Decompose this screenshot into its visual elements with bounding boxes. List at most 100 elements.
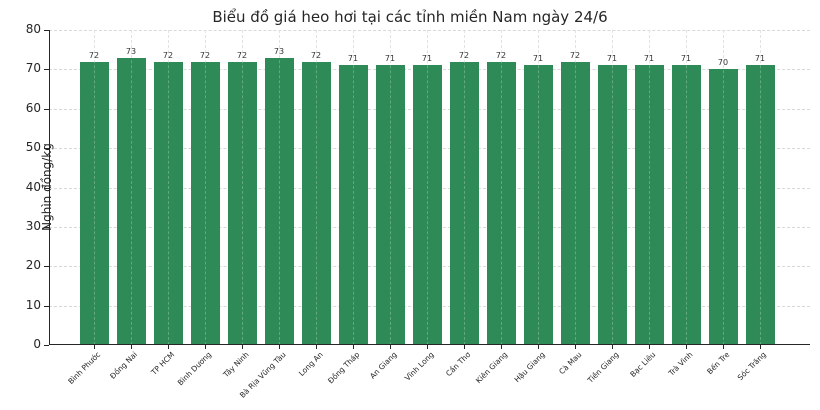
x-tick (575, 345, 576, 349)
bar-value-label: 71 (532, 54, 544, 64)
gridline-vertical (390, 30, 391, 345)
x-tick (464, 345, 465, 349)
chart-title: Biểu đồ giá heo hơi tại các tỉnh miền Na… (212, 8, 608, 26)
gridline-vertical (94, 30, 95, 345)
bar (79, 61, 109, 345)
gridline-vertical (723, 30, 724, 345)
x-tick (168, 345, 169, 349)
x-tick (427, 345, 428, 349)
x-tick-label: Cần Thơ (444, 350, 473, 379)
x-tick-label: Đồng Nai (108, 350, 139, 381)
bar (449, 61, 479, 345)
gridline-vertical (168, 30, 169, 345)
x-tick-label: Bạc Liêu (628, 350, 658, 379)
x-tick-label: Đồng Tháp (326, 350, 362, 386)
x-tick (316, 345, 317, 349)
gridline-vertical (242, 30, 243, 345)
x-tick-label: Tây Ninh (221, 350, 251, 380)
x-tick (94, 345, 95, 349)
bar (227, 61, 257, 345)
bar-value-label: 71 (643, 54, 655, 64)
gridline-vertical (686, 30, 687, 345)
x-tick-label: Hậu Giang (512, 350, 547, 385)
x-tick (279, 345, 280, 349)
x-tick-label: An Giang (368, 350, 399, 381)
bar (412, 65, 442, 345)
bar (560, 61, 590, 345)
bar-value-label: 72 (310, 50, 322, 60)
x-tick-label: Long An (296, 350, 325, 378)
gridline-vertical (353, 30, 354, 345)
bar-value-label: 71 (384, 54, 396, 64)
gridline-vertical (427, 30, 428, 345)
x-tick (538, 345, 539, 349)
plot-area: 0 10 20 30 40 50 60 70 80 72 Bình Phước 73 Đồng Nai 7… (26, 22, 810, 400)
bar (116, 57, 146, 345)
bar-value-label: 71 (754, 54, 766, 64)
x-tick-label: Cà Mau (557, 350, 584, 377)
bar-value-label: 71 (421, 54, 433, 64)
y-tick (44, 187, 49, 189)
x-tick-label: Bến Tre (705, 350, 732, 377)
y-tick-label: 60 (25, 100, 41, 115)
bar-value-label: 73 (125, 46, 137, 56)
y-tick (44, 226, 49, 228)
x-tick-label: Trà Vinh (666, 350, 695, 378)
bar-value-label: 72 (199, 50, 211, 60)
y-tick (44, 148, 49, 150)
x-tick-label: Bình Dương (175, 350, 214, 388)
gridline-vertical (538, 30, 539, 345)
x-tick (242, 345, 243, 349)
gridline-vertical (575, 30, 576, 345)
bar (523, 65, 553, 345)
y-tick-label: 10 (25, 297, 41, 312)
bar (486, 61, 516, 345)
bar (745, 65, 775, 345)
y-tick (44, 345, 49, 346)
bar (153, 61, 183, 345)
gridline-vertical (205, 30, 206, 345)
x-tick (390, 345, 391, 349)
x-tick-label: Sóc Trăng (735, 350, 768, 383)
x-tick (353, 345, 354, 349)
bar-value-label: 71 (680, 54, 692, 64)
x-tick-label: Bình Phước (66, 350, 103, 386)
y-axis-line (49, 30, 50, 345)
x-tick-label: Kiên Giang (473, 350, 510, 386)
x-tick (612, 345, 613, 349)
x-tick (686, 345, 687, 349)
bar (671, 65, 701, 345)
gridline-vertical (131, 30, 132, 345)
y-tick (44, 266, 49, 268)
bar (301, 61, 331, 345)
bar-value-label: 72 (88, 50, 100, 60)
bar (708, 69, 738, 345)
bar-value-label: 70 (717, 58, 729, 68)
gridline-vertical (464, 30, 465, 345)
bar-value-label: 73 (273, 46, 285, 56)
y-tick-label: 0 (33, 337, 41, 351)
bar-value-label: 72 (495, 50, 507, 60)
y-tick-label: 50 (25, 140, 41, 155)
y-tick (44, 305, 49, 307)
bar-value-label: 72 (458, 50, 470, 60)
x-tick (205, 345, 206, 349)
bar-value-label: 72 (236, 50, 248, 60)
bar (634, 65, 664, 345)
x-tick (649, 345, 650, 349)
bar-value-label: 71 (606, 54, 618, 64)
bar (375, 65, 405, 345)
bar-value-label: 71 (347, 54, 359, 64)
gridline-vertical (760, 30, 761, 345)
gridline-vertical (612, 30, 613, 345)
x-tick (760, 345, 761, 349)
y-tick (44, 108, 49, 110)
x-tick-label: Vĩnh Long (402, 350, 436, 383)
x-tick-label: TP HCM (149, 350, 177, 377)
bar (597, 65, 627, 345)
y-tick-label: 70 (25, 61, 41, 76)
y-tick (44, 69, 49, 71)
gridline-vertical (279, 30, 280, 345)
bar (264, 57, 294, 345)
x-tick (723, 345, 724, 349)
